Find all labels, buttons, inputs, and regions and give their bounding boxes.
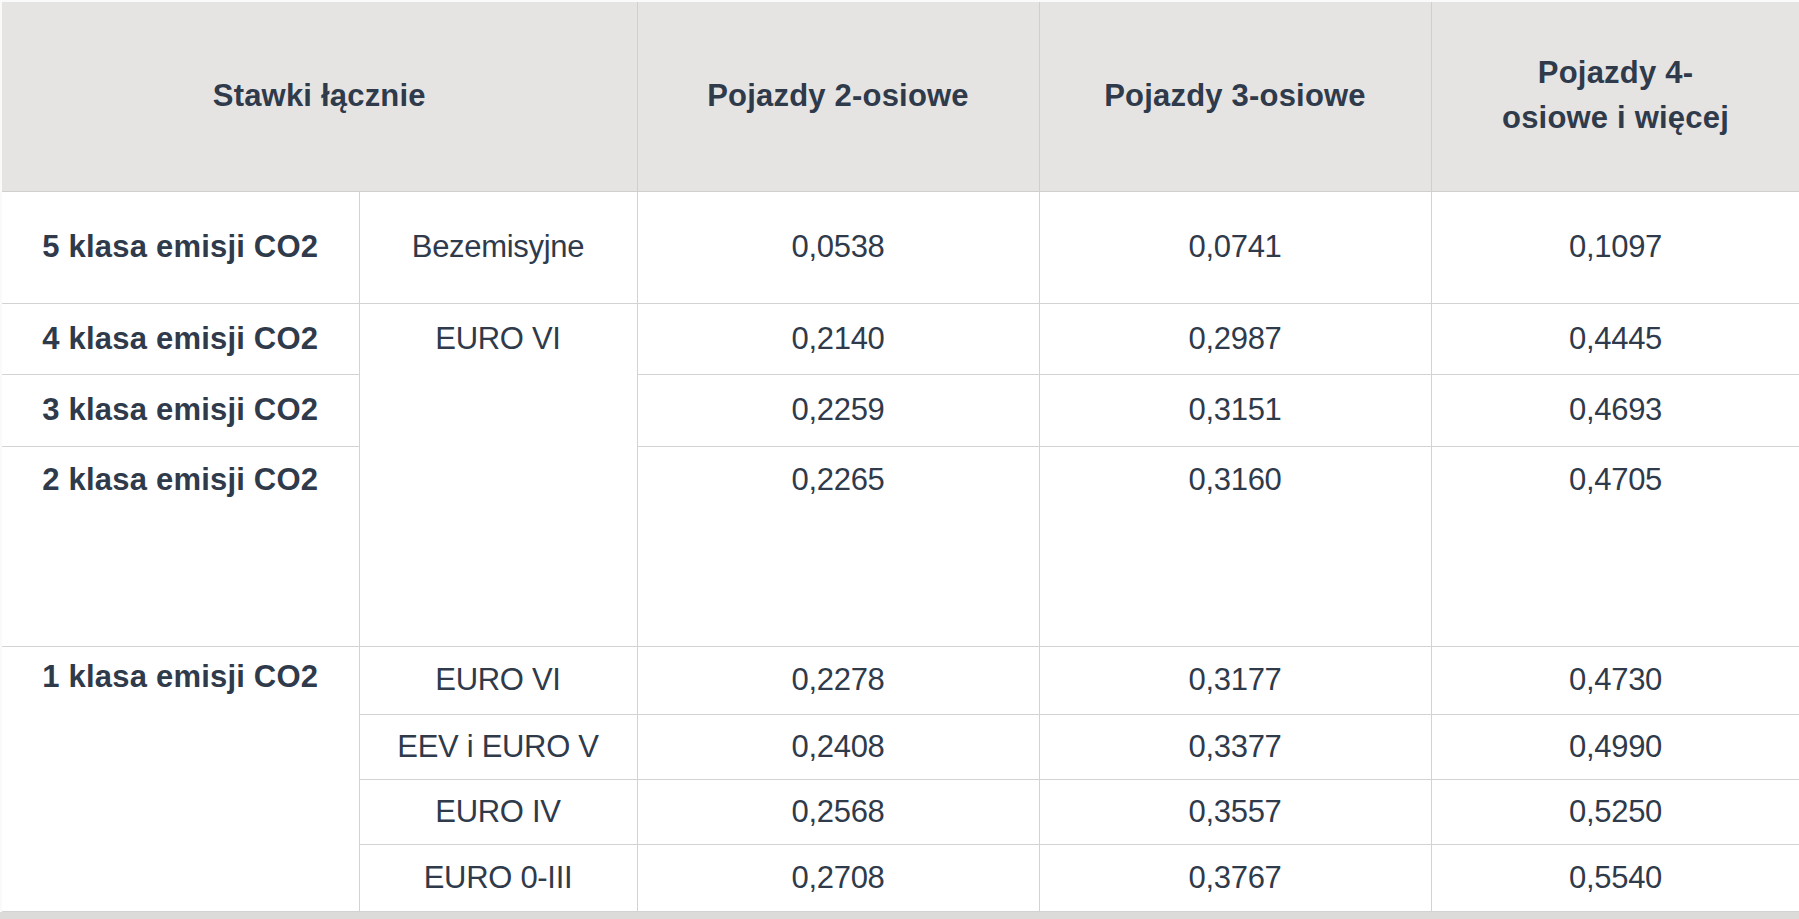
euro-label: EURO IV <box>359 779 637 844</box>
rate-value: 0,3160 <box>1039 446 1431 646</box>
rate-value: 0,2408 <box>637 714 1039 779</box>
rate-value: 0,4730 <box>1431 646 1799 714</box>
rate-value: 0,2987 <box>1039 303 1431 374</box>
euro-label: EEV i EURO V <box>359 714 637 779</box>
rate-value: 0,4705 <box>1431 446 1799 646</box>
rate-value: 0,2140 <box>637 303 1039 374</box>
rate-value: 0,4445 <box>1431 303 1799 374</box>
klasa-label: 5 klasa emisji CO2 <box>1 191 359 303</box>
klasa-label: 1 klasa emisji CO2 <box>1 646 359 911</box>
header-pojazdy-4-osiowe: Pojazdy 4- osiowe i więcej <box>1431 1 1799 191</box>
euro-label: EURO VI <box>359 646 637 714</box>
header-pojazdy-3-osiowe: Pojazdy 3-osiowe <box>1039 1 1431 191</box>
header-stawki-lacznie: Stawki łącznie <box>1 1 637 191</box>
rate-value: 0,3151 <box>1039 374 1431 446</box>
rate-value: 0,3557 <box>1039 779 1431 844</box>
rate-value: 0,2278 <box>637 646 1039 714</box>
rate-value: 0,3377 <box>1039 714 1431 779</box>
rate-value: 0,5250 <box>1431 779 1799 844</box>
header-pojazdy-2-osiowe: Pojazdy 2-osiowe <box>637 1 1039 191</box>
table-row-klasa-2: 2 klasa emisji CO2 0,2265 0,3160 0,4705 <box>1 446 1799 646</box>
header-row: Stawki łącznie Pojazdy 2-osiowe Pojazdy … <box>1 1 1799 191</box>
rate-value: 0,1097 <box>1431 191 1799 303</box>
rate-value: 0,5540 <box>1431 844 1799 911</box>
rate-value: 0,0741 <box>1039 191 1431 303</box>
klasa-label: 2 klasa emisji CO2 <box>1 446 359 646</box>
table-row-klasa-4: 4 klasa emisji CO2 EURO VI 0,2140 0,2987… <box>1 303 1799 374</box>
rate-value: 0,0538 <box>637 191 1039 303</box>
rate-value: 0,3177 <box>1039 646 1431 714</box>
rate-value: 0,4693 <box>1431 374 1799 446</box>
rate-value: 0,2259 <box>637 374 1039 446</box>
table-row-klasa-1-euro-vi: 1 klasa emisji CO2 EURO VI 0,2278 0,3177… <box>1 646 1799 714</box>
euro-label: Bezemisyjne <box>359 191 637 303</box>
table-row-klasa-5: 5 klasa emisji CO2 Bezemisyjne 0,0538 0,… <box>1 191 1799 303</box>
rate-value: 0,2568 <box>637 779 1039 844</box>
rate-value: 0,2265 <box>637 446 1039 646</box>
euro-label: EURO 0-III <box>359 844 637 911</box>
rate-value: 0,4990 <box>1431 714 1799 779</box>
rate-value: 0,3767 <box>1039 844 1431 911</box>
euro-label: EURO VI <box>359 303 637 646</box>
klasa-label: 4 klasa emisji CO2 <box>1 303 359 374</box>
klasa-label: 3 klasa emisji CO2 <box>1 374 359 446</box>
table-row-klasa-3: 3 klasa emisji CO2 0,2259 0,3151 0,4693 <box>1 374 1799 446</box>
toll-rates-table: Stawki łącznie Pojazdy 2-osiowe Pojazdy … <box>0 0 1799 912</box>
rate-value: 0,2708 <box>637 844 1039 911</box>
page-bottom-strip <box>0 912 1799 919</box>
